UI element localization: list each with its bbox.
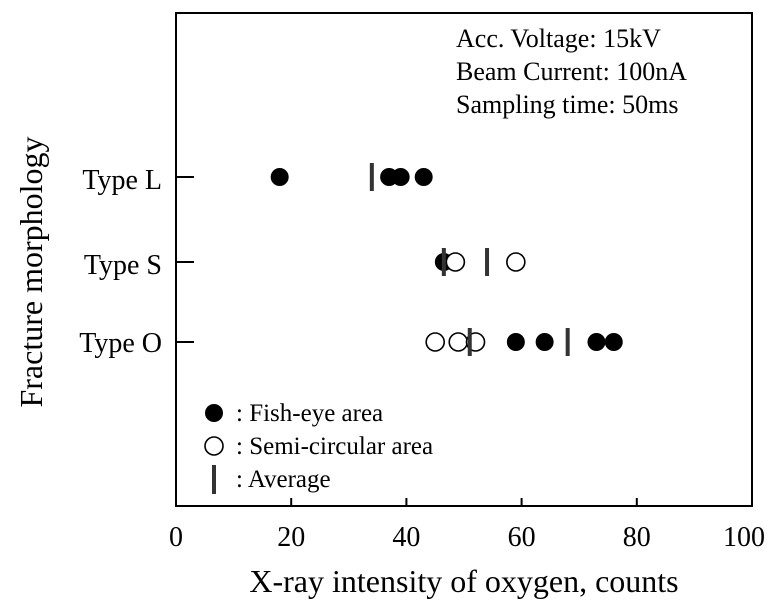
category-label-type-o: Type O [79, 328, 162, 359]
data-marks [270, 163, 623, 356]
fish-eye-point-type-o-1 [535, 333, 554, 351]
x-tick-label-2: 40 [392, 522, 420, 553]
legend: : Fish-eye area : Semi-circular area : A… [204, 400, 433, 494]
fish-eye-point-type-o-0 [506, 333, 525, 351]
fish-eye-point-type-l-0 [270, 168, 289, 186]
legend-label-average: : Average [236, 466, 331, 493]
fish-eye-point-type-l-2 [391, 168, 410, 186]
fish-eye-point-type-o-2 [587, 333, 606, 351]
category-label-type-l: Type L [82, 165, 162, 196]
category-labels: Type L Type S Type O [79, 165, 162, 359]
annotation-box: Acc. Voltage: 15kV Beam Current: 100nA S… [456, 24, 687, 119]
average-bar-type-s-0 [441, 248, 446, 276]
legend-average-bar-icon [212, 465, 216, 494]
category-label-type-s: Type S [84, 250, 162, 281]
average-bar-type-l-0 [369, 163, 374, 191]
legend-label-fish-eye: : Fish-eye area [236, 400, 383, 427]
fish-eye-point-type-o-3 [604, 333, 623, 351]
annotation-sampling-time: Sampling time: 50ms [456, 90, 678, 119]
x-axis-ticks: 0 20 40 60 80 100 [169, 522, 765, 553]
x-tick-label-4: 80 [623, 522, 651, 553]
average-bar-type-o-1 [565, 328, 570, 356]
y-axis-title: Fracture morphology [13, 136, 49, 407]
semi-circular-point-type-s-0 [445, 252, 466, 272]
semi-circular-point-type-s-1 [506, 252, 526, 272]
semi-circular-point-type-o-1 [448, 332, 469, 352]
x-tick-label-5: 100 [723, 522, 765, 553]
x-tick-label-3: 60 [508, 522, 536, 553]
x-tick-label-1: 20 [277, 522, 305, 553]
annotation-beam-current: Beam Current: 100nA [456, 57, 687, 86]
average-bar-type-s-1 [485, 248, 490, 276]
plot-frame [175, 12, 753, 507]
legend-label-semi-circular: : Semi-circular area [236, 433, 433, 460]
annotation-acc-voltage: Acc. Voltage: 15kV [456, 24, 661, 53]
x-axis-title: X-ray intensity of oxygen, counts [249, 563, 678, 599]
average-bar-type-o-0 [467, 328, 472, 356]
legend-open-circle-icon [204, 436, 224, 456]
legend-filled-circle-icon [205, 404, 223, 422]
fish-eye-point-type-l-3 [414, 168, 433, 186]
x-tick-label-0: 0 [169, 522, 183, 553]
semi-circular-point-type-o-0 [425, 332, 446, 352]
